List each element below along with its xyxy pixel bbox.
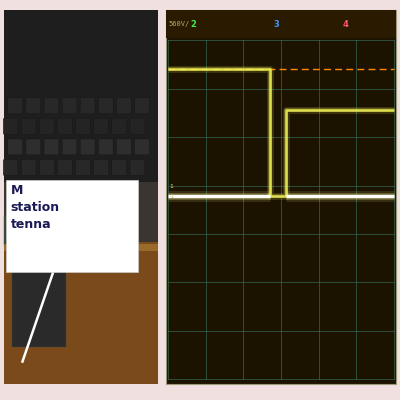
FancyBboxPatch shape	[135, 98, 149, 114]
FancyBboxPatch shape	[4, 10, 158, 190]
FancyBboxPatch shape	[44, 139, 59, 155]
FancyBboxPatch shape	[58, 118, 72, 134]
Text: M
station
tenna: M station tenna	[11, 184, 60, 231]
FancyBboxPatch shape	[116, 139, 131, 155]
FancyBboxPatch shape	[80, 139, 95, 155]
FancyBboxPatch shape	[130, 118, 145, 134]
Text: 4: 4	[342, 20, 348, 28]
FancyBboxPatch shape	[62, 139, 77, 155]
FancyBboxPatch shape	[98, 139, 113, 155]
FancyBboxPatch shape	[98, 98, 113, 114]
FancyBboxPatch shape	[112, 160, 126, 175]
FancyBboxPatch shape	[8, 139, 22, 155]
FancyBboxPatch shape	[4, 216, 73, 246]
FancyBboxPatch shape	[4, 244, 158, 251]
FancyBboxPatch shape	[4, 242, 158, 384]
FancyBboxPatch shape	[80, 98, 95, 114]
Text: 1: 1	[170, 184, 173, 190]
FancyBboxPatch shape	[166, 10, 396, 38]
FancyBboxPatch shape	[76, 160, 90, 175]
FancyBboxPatch shape	[40, 160, 54, 175]
Circle shape	[9, 226, 18, 235]
FancyBboxPatch shape	[116, 98, 131, 114]
FancyBboxPatch shape	[94, 160, 108, 175]
FancyBboxPatch shape	[8, 98, 22, 114]
FancyBboxPatch shape	[130, 160, 145, 175]
FancyBboxPatch shape	[4, 10, 158, 384]
Text: 2: 2	[191, 20, 196, 28]
FancyBboxPatch shape	[26, 98, 41, 114]
FancyBboxPatch shape	[44, 98, 59, 114]
Text: 3: 3	[274, 20, 279, 28]
FancyBboxPatch shape	[4, 182, 158, 246]
FancyBboxPatch shape	[94, 118, 108, 134]
Ellipse shape	[29, 210, 56, 236]
FancyBboxPatch shape	[12, 253, 66, 346]
FancyBboxPatch shape	[76, 118, 90, 134]
FancyBboxPatch shape	[135, 139, 149, 155]
Text: -1: -1	[168, 194, 174, 199]
FancyBboxPatch shape	[40, 118, 54, 134]
FancyBboxPatch shape	[21, 118, 36, 134]
FancyBboxPatch shape	[112, 118, 126, 134]
FancyBboxPatch shape	[6, 180, 138, 272]
FancyBboxPatch shape	[3, 118, 18, 134]
Text: 560V/: 560V/	[168, 21, 189, 27]
FancyBboxPatch shape	[3, 160, 18, 175]
FancyBboxPatch shape	[26, 139, 41, 155]
FancyBboxPatch shape	[62, 98, 77, 114]
FancyBboxPatch shape	[58, 160, 72, 175]
FancyBboxPatch shape	[166, 10, 396, 384]
FancyBboxPatch shape	[21, 160, 36, 175]
